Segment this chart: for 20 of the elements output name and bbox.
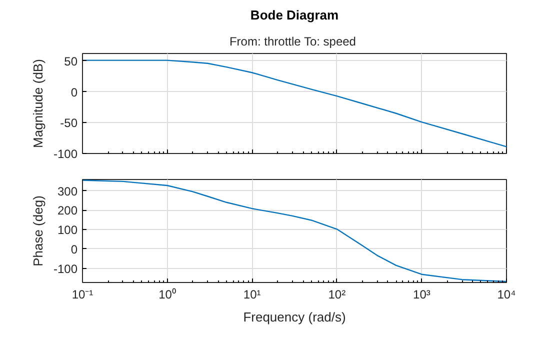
- y-tick-label: -100: [53, 147, 78, 161]
- y-tick-label: 50: [64, 54, 78, 68]
- x-tick-label: 10⁴: [497, 288, 516, 302]
- x-tick-label: 10⁰: [158, 288, 176, 302]
- y-axis-title: Phase (deg): [30, 196, 46, 266]
- y-tick-label: -100: [53, 262, 78, 276]
- y-tick-label: 0: [70, 85, 78, 100]
- x-tick-label: 10¹: [243, 288, 261, 302]
- y-tick-label: 200: [57, 204, 78, 218]
- x-tick-label: 10⁻¹: [72, 288, 94, 302]
- chart-subtitle: From: throttle To: speed: [229, 34, 356, 48]
- y-tick-label: -50: [60, 116, 78, 130]
- y-tick-label: 0: [70, 242, 78, 256]
- y-tick-label: 100: [57, 223, 78, 238]
- y-axis-title: Magnitude (dB): [30, 59, 46, 148]
- y-tick-label: 300: [57, 184, 78, 198]
- chart-title: Bode Diagram: [250, 8, 339, 22]
- x-axis-title: Frequency (rad/s): [243, 310, 346, 324]
- x-tick-label: 10²: [328, 288, 346, 302]
- x-tick-label: 10³: [413, 288, 430, 302]
